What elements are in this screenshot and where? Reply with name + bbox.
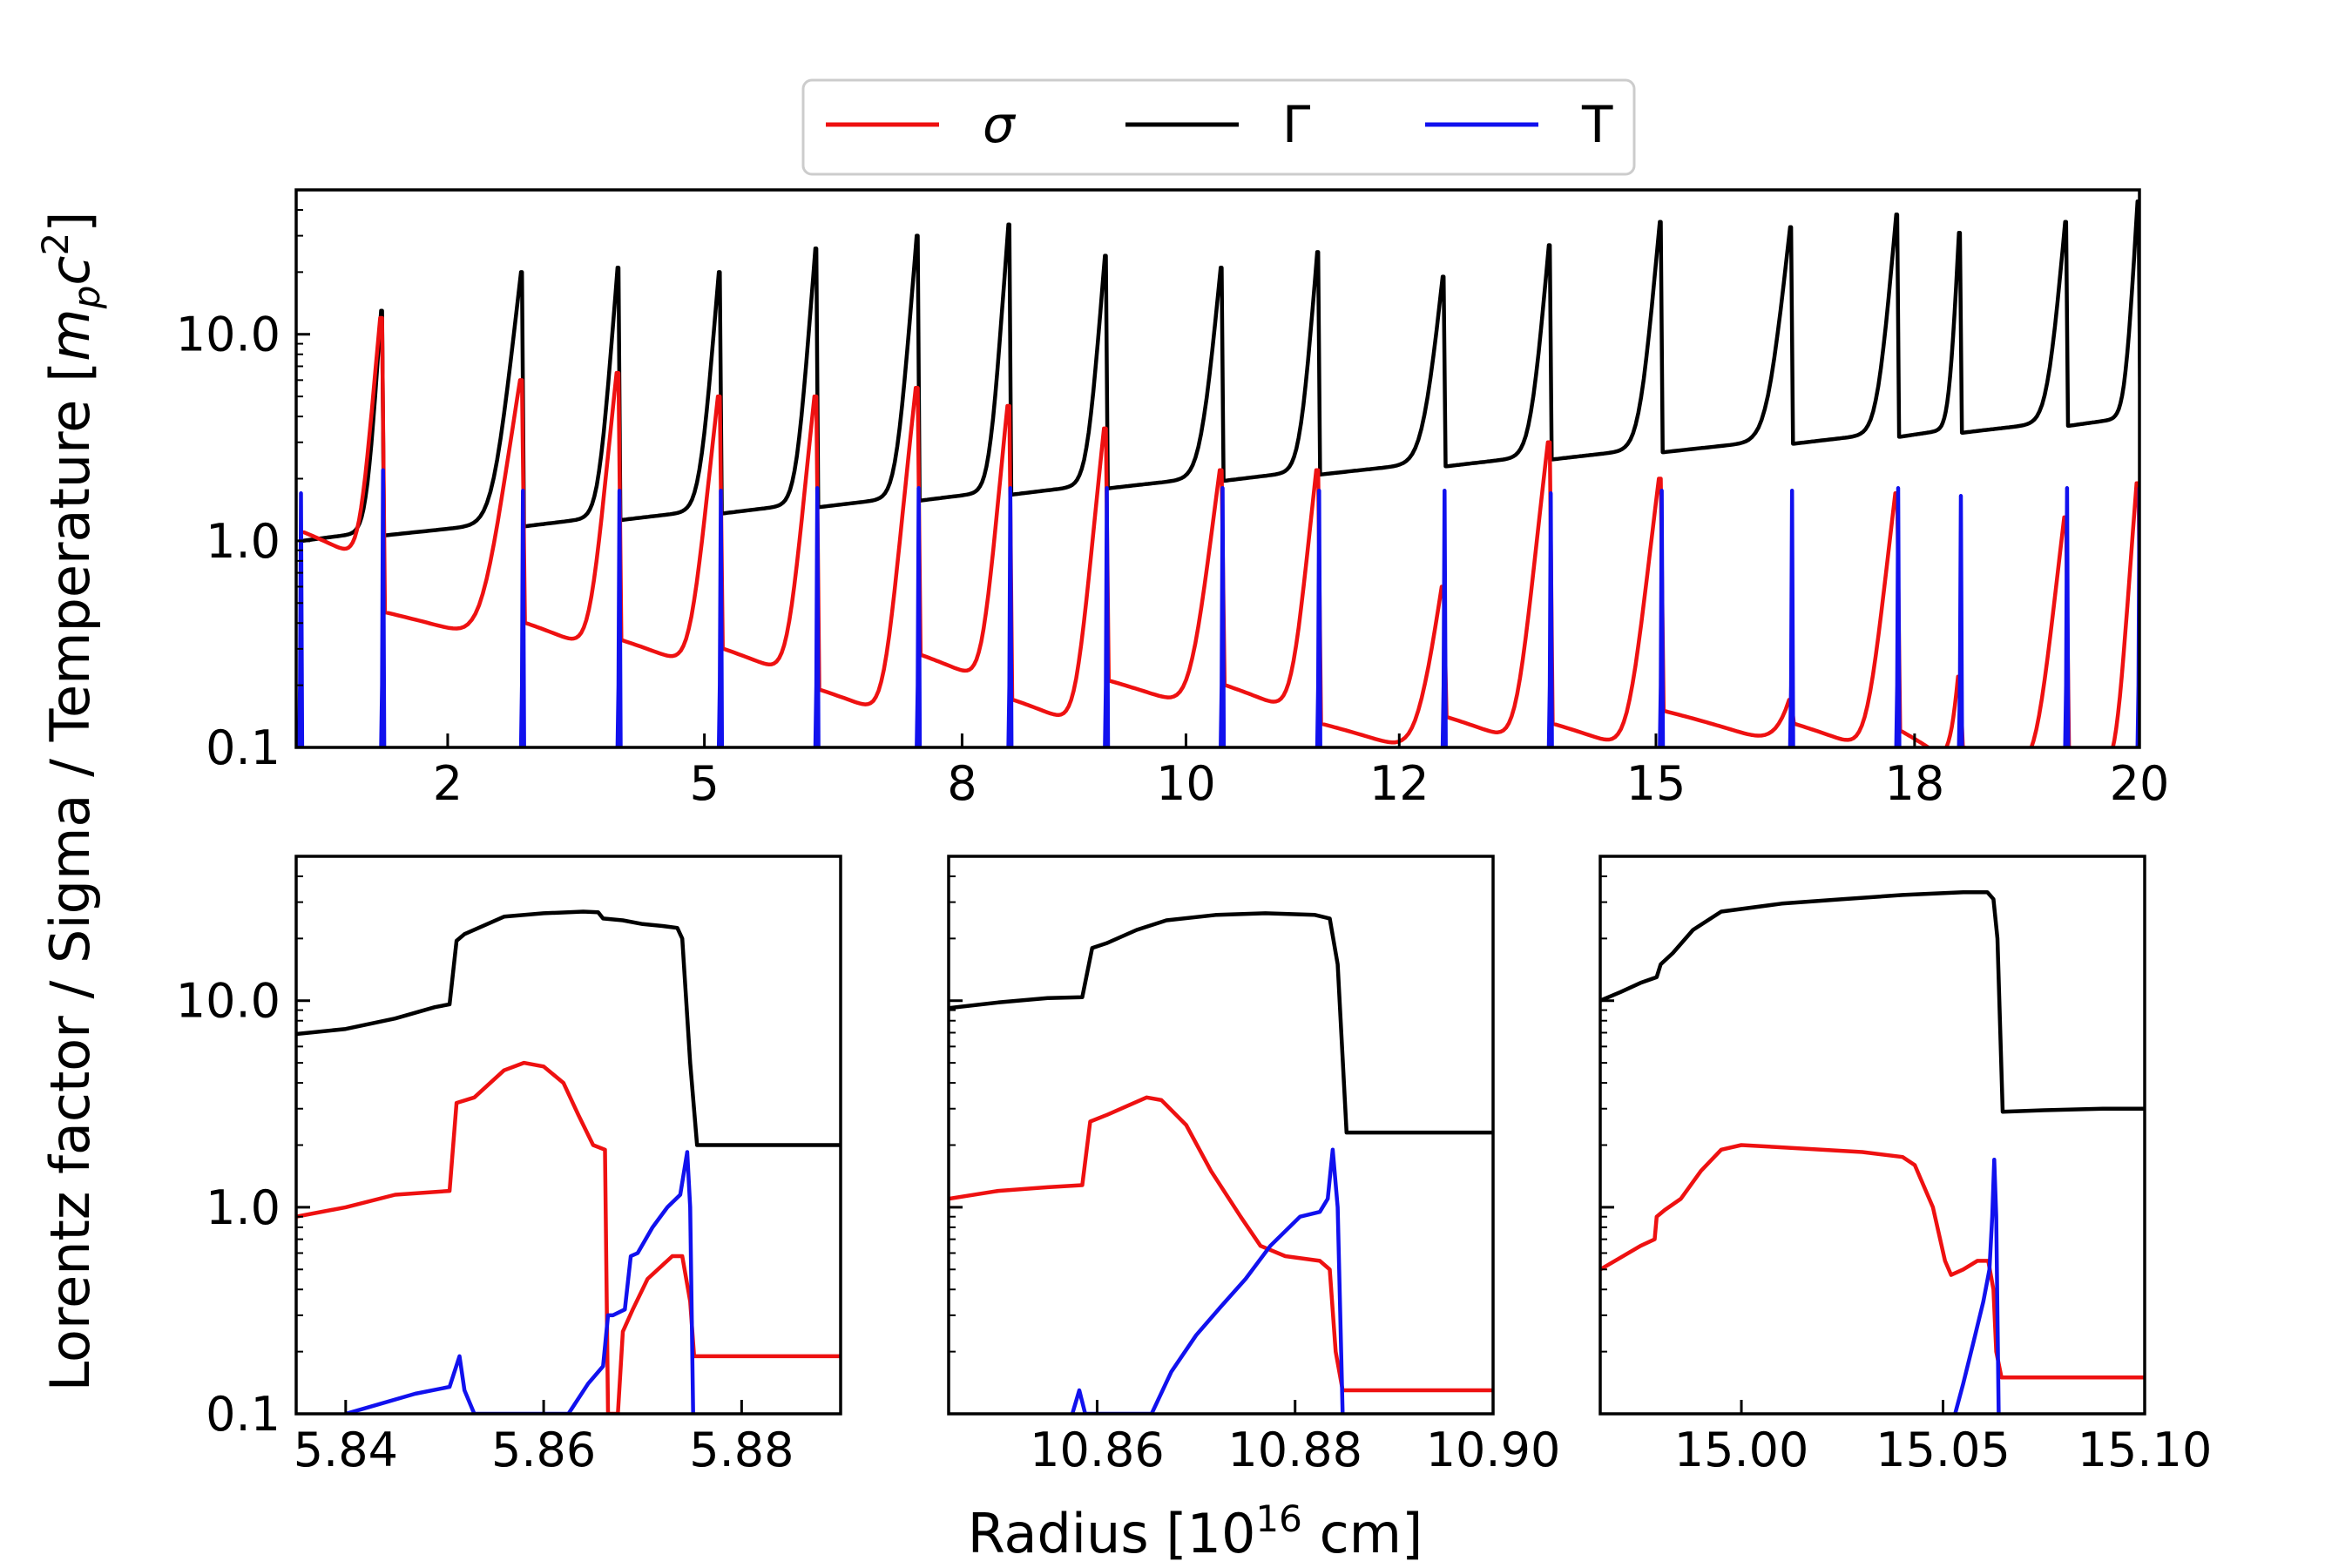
bottom-middle-xtick-label: 10.90 (1426, 1423, 1561, 1477)
panel-top: 10.0 1.0 0.1 2 5 8 10 12 15 18 20 (176, 188, 2170, 811)
top-xtick-label: 12 (1369, 756, 1429, 811)
y-axis-label-m: m (38, 308, 102, 361)
bottom-middle-sigma-line (949, 1095, 1493, 1393)
top-ytick-label: 10.0 (176, 308, 280, 362)
bottom-right-series (1600, 889, 2145, 1414)
top-xtick-label: 8 (947, 756, 977, 811)
y-axis-label-c: c (38, 256, 102, 286)
top-ticks: 10.0 1.0 0.1 2 5 8 10 12 15 18 20 (176, 189, 2170, 811)
top-xtick-label: 15 (1626, 756, 1686, 811)
bottom-left-ytick-label: 0.1 (206, 1387, 280, 1442)
x-axis-label: Radius [1016 cm] (968, 1497, 1423, 1565)
bottom-left-xtick-label: 5.86 (491, 1423, 596, 1477)
bottom-left-series (296, 909, 841, 1414)
y-axis-label-main: Lorentz factor / Sigma / Temperature [ (38, 362, 102, 1392)
bottom-right-sigma-line (1600, 1143, 2145, 1380)
bottom-left-temperature-line (343, 1150, 695, 1414)
top-ytick-label: 0.1 (206, 720, 280, 775)
top-frame (294, 188, 2141, 749)
legend-box (801, 78, 1636, 176)
bottom-middle-series (949, 911, 1493, 1414)
bottom-left-sigma-line (296, 1060, 841, 1414)
top-ytick-label: 1.0 (206, 514, 280, 569)
bottom-right-xtick-label: 15.00 (1674, 1423, 1809, 1477)
top-xtick-label: 2 (433, 756, 463, 811)
bottom-left-ytick-label: 1.0 (206, 1180, 280, 1235)
bottom-middle-xtick-label: 10.88 (1227, 1423, 1362, 1477)
bottom-left-ytick-label: 10.0 (176, 974, 280, 1029)
bottom-middle-xtick-label: 10.86 (1030, 1423, 1165, 1477)
y-axis-label-sq: 2 (34, 233, 77, 256)
x-axis-label-main: Radius [10 (968, 1502, 1256, 1565)
x-axis-label-exp: 16 (1255, 1497, 1301, 1540)
legend-temperature-label: T (1581, 95, 1613, 154)
y-axis-label-p: p (65, 286, 108, 310)
bottom-right-xtick-label: 15.05 (1876, 1423, 2011, 1477)
bottom-right-temperature-line (1953, 1157, 2001, 1414)
bottom-left-ticks: 10.0 1.0 0.1 5.84 5.86 5.88 (176, 855, 794, 1477)
x-axis-label-unit: cm] (1302, 1502, 1423, 1565)
y-axis-label-close: ] (38, 212, 102, 233)
top-temperature-line (297, 468, 2139, 747)
legend-gamma-label: Γ (1282, 95, 1310, 154)
y-axis-label: Lorentz factor / Sigma / Temperature [mp… (34, 212, 108, 1392)
bottom-left-xtick-label: 5.84 (294, 1423, 398, 1477)
bottom-middle-frame (947, 855, 1495, 1416)
top-xtick-label: 5 (689, 756, 719, 811)
legend-sigma-label: σ (983, 95, 1017, 154)
bottom-left-xtick-label: 5.88 (689, 1423, 794, 1477)
bottom-middle-gamma-line (949, 911, 1493, 1135)
bottom-right-frame (1598, 855, 2146, 1416)
top-xtick-label: 18 (1885, 756, 1945, 811)
bottom-right-gamma-line (1600, 889, 2145, 1114)
bottom-left-gamma-line (296, 909, 841, 1147)
top-xtick-label: 10 (1156, 756, 1216, 811)
bottom-middle-temperature-line (1070, 1147, 1345, 1414)
panel-bottom-left: 10.0 1.0 0.1 5.84 5.86 5.88 (176, 855, 842, 1477)
bottom-left-frame (294, 855, 842, 1416)
bottom-right-xtick-label: 15.10 (2078, 1423, 2213, 1477)
top-series (297, 199, 2139, 747)
bottom-right-ticks: 15.00 15.05 15.10 (1600, 855, 2213, 1477)
bottom-middle-ticks: 10.86 10.88 10.90 (949, 855, 1561, 1477)
panel-bottom-middle: 10.86 10.88 10.90 (947, 855, 1561, 1477)
panel-bottom-right: 15.00 15.05 15.10 (1598, 855, 2213, 1477)
legend: σ Γ T (801, 78, 1636, 176)
top-xtick-label: 20 (2110, 756, 2170, 811)
